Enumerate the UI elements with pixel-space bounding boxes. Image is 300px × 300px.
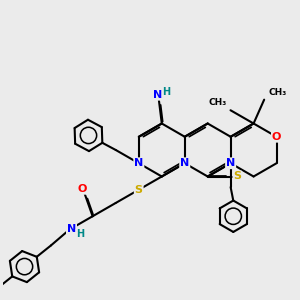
Text: N: N bbox=[67, 224, 76, 235]
Text: CH₃: CH₃ bbox=[268, 88, 286, 97]
Text: N: N bbox=[153, 90, 163, 100]
Text: O: O bbox=[77, 184, 86, 194]
Text: S: S bbox=[135, 185, 143, 195]
Text: S: S bbox=[233, 172, 242, 182]
Text: N: N bbox=[134, 158, 143, 168]
Text: H: H bbox=[76, 230, 84, 239]
Text: O: O bbox=[272, 132, 281, 142]
Text: N: N bbox=[226, 158, 235, 168]
Text: H: H bbox=[163, 87, 171, 97]
Text: N: N bbox=[180, 158, 189, 168]
Text: CH₃: CH₃ bbox=[208, 98, 226, 107]
